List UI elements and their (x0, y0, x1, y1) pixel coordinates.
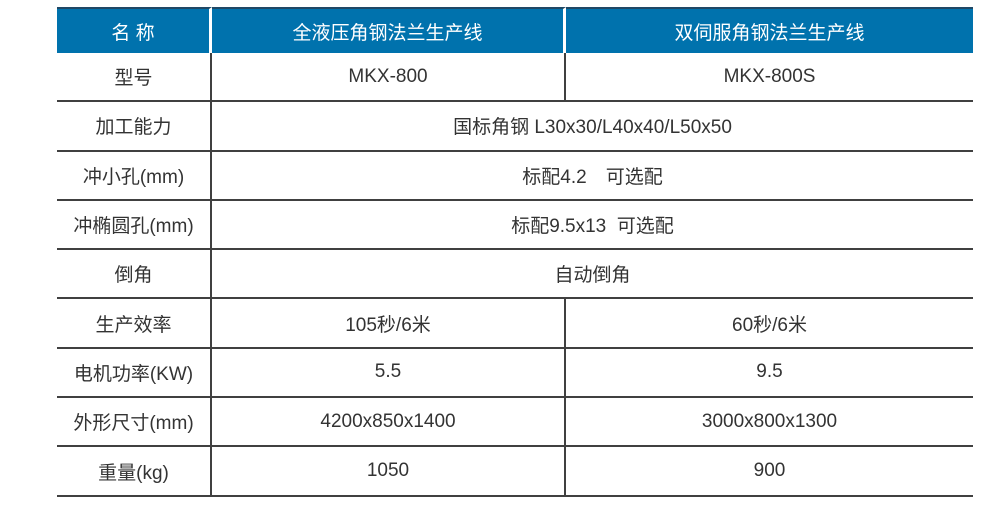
row-chamfer-label: 倒角 (57, 250, 212, 300)
row-motor-power-label: 电机功率(KW) (57, 348, 212, 399)
product-spec-table: 名 称 全液压角钢法兰生产线 双伺服角钢法兰生产线 型号 MKX-800 MKX… (57, 7, 973, 497)
row-model-value-b: MKX-800S (566, 53, 973, 103)
row-efficiency-value-b: 60秒/6米 (566, 299, 973, 349)
row-model-value-a: MKX-800 (212, 53, 566, 103)
row-motor-power-value-a: 5.5 (212, 348, 566, 399)
header-cell-servo-line: 双伺服角钢法兰生产线 (566, 7, 973, 53)
row-oval-hole-value: 标配9.5x13 可选配 (212, 201, 973, 251)
row-efficiency-label: 生产效率 (57, 299, 212, 349)
row-small-hole-value: 标配4.2 可选配 (212, 152, 973, 201)
row-dimensions-label: 外形尺寸(mm) (57, 398, 212, 448)
header-cell-name: 名 称 (57, 7, 212, 53)
row-weight-value-b: 900 (566, 447, 973, 497)
row-dimensions-value-a: 4200x850x1400 (212, 398, 566, 448)
header-cell-hydraulic-line: 全液压角钢法兰生产线 (212, 7, 566, 53)
row-capacity-value: 国标角钢 L30x30/L40x40/L50x50 (212, 102, 973, 152)
row-capacity-label: 加工能力 (57, 102, 212, 152)
row-efficiency-value-a: 105秒/6米 (212, 299, 566, 349)
row-dimensions-value-b: 3000x800x1300 (566, 398, 973, 448)
row-oval-hole-label: 冲椭圆孔(mm) (57, 200, 212, 251)
row-weight-label: 重量(kg) (57, 447, 212, 497)
row-motor-power-value-b: 9.5 (566, 349, 973, 399)
row-model-label: 型号 (57, 53, 212, 103)
row-weight-value-a: 1050 (212, 447, 566, 497)
row-small-hole-label: 冲小孔(mm) (57, 151, 212, 201)
row-chamfer-value: 自动倒角 (212, 250, 973, 300)
